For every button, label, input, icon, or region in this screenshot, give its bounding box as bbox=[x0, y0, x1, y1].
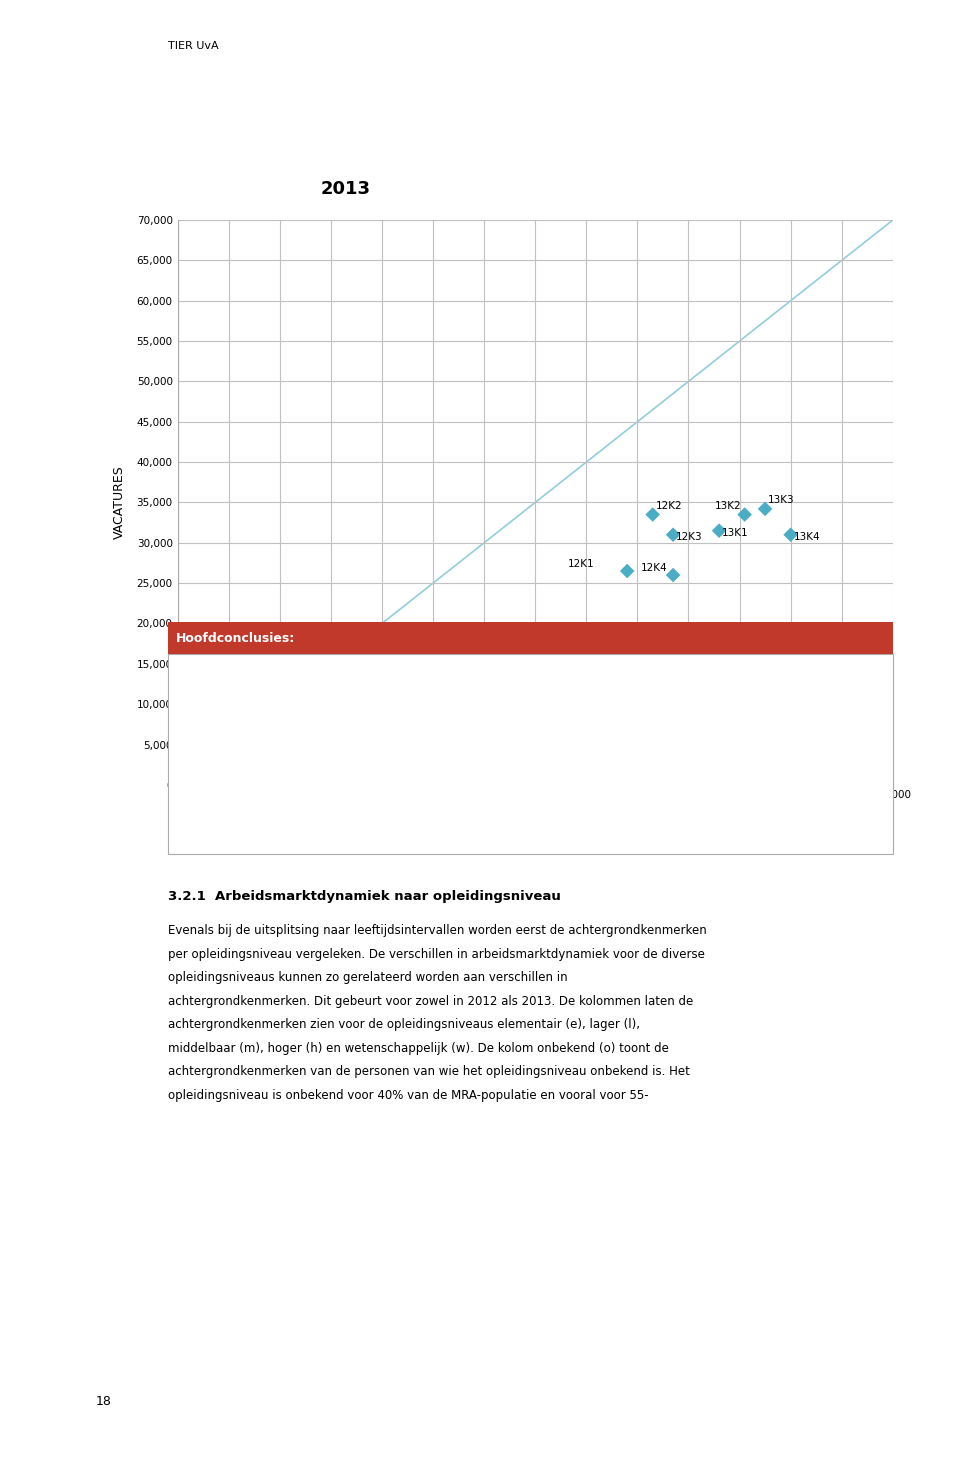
Text: opleidingsniveau is onbekend voor 40% van de MRA-populatie en vooral voor 55-: opleidingsniveau is onbekend voor 40% va… bbox=[168, 1089, 649, 1102]
Text: 3.2.1  Arbeidsmarktdynamiek naar opleidingsniveau: 3.2.1 Arbeidsmarktdynamiek naar opleidin… bbox=[168, 890, 561, 904]
Point bbox=[757, 497, 773, 521]
Text: 4.: 4. bbox=[180, 817, 191, 830]
Text: 18: 18 bbox=[96, 1395, 112, 1408]
Text: Het aantal WW-uitkeringen stijgt fors gedurende 2012 en 2013.: Het aantal WW-uitkeringen stijgt fors ge… bbox=[204, 720, 582, 734]
Text: 12K1: 12K1 bbox=[568, 559, 594, 569]
Text: 1.: 1. bbox=[180, 672, 191, 685]
Text: opleidingsniveaus kunnen zo gerelateerd worden aan verschillen in: opleidingsniveaus kunnen zo gerelateerd … bbox=[168, 971, 567, 984]
Text: 12K3: 12K3 bbox=[676, 533, 703, 541]
Text: 2.: 2. bbox=[180, 720, 191, 734]
Text: achtergrondkenmerken van de personen van wie het opleidingsniveau onbekend is. H: achtergrondkenmerken van de personen van… bbox=[168, 1065, 690, 1078]
Text: 13K4: 13K4 bbox=[794, 533, 820, 541]
Text: Hoofdconclusies:: Hoofdconclusies: bbox=[176, 632, 295, 644]
Text: Evenals bij de uitsplitsing naar leeftijdsintervallen worden eerst de achtergron: Evenals bij de uitsplitsing naar leeftij… bbox=[168, 924, 707, 937]
Text: achtergrondkenmerken. Dit gebeurt voor zowel in 2012 als 2013. De kolommen laten: achtergrondkenmerken. Dit gebeurt voor z… bbox=[168, 995, 693, 1008]
Text: 2013: 2013 bbox=[321, 180, 371, 198]
Text: achtergrondkenmerken zien voor de opleidingsniveaus elementair (e), lager (l),: achtergrondkenmerken zien voor de opleid… bbox=[168, 1018, 640, 1031]
Point bbox=[737, 503, 753, 527]
Point bbox=[665, 522, 681, 546]
Point bbox=[711, 519, 727, 543]
Text: per opleidingsniveau vergeleken. De verschillen in arbeidsmarktdynamiek voor de : per opleidingsniveau vergeleken. De vers… bbox=[168, 948, 705, 961]
X-axis label: WW: WW bbox=[523, 807, 547, 820]
Text: TIER UvA: TIER UvA bbox=[168, 41, 219, 51]
Text: 13K1: 13K1 bbox=[722, 528, 749, 538]
Text: 13K2: 13K2 bbox=[715, 500, 741, 511]
Point bbox=[645, 503, 660, 527]
Point bbox=[665, 563, 681, 587]
Point bbox=[783, 522, 799, 546]
Text: 12K2: 12K2 bbox=[656, 500, 683, 511]
Text: middelbaar (m), hoger (h) en wetenschappelijk (w). De kolom onbekend (o) toont d: middelbaar (m), hoger (h) en wetenschapp… bbox=[168, 1042, 669, 1055]
Text: De verhouding tussen ontstane vacatures en aantal WW-uitkeringen per kwartaal
ve: De verhouding tussen ontstane vacatures … bbox=[204, 769, 689, 797]
Text: 3.: 3. bbox=[180, 769, 191, 782]
Text: De arbeidsmarkt is verruimd gedurende 2012 en 2013 (relatief meer personen
met W: De arbeidsmarkt is verruimd gedurende 20… bbox=[204, 817, 672, 845]
Y-axis label: VACATURES: VACATURES bbox=[112, 465, 126, 540]
Point bbox=[619, 559, 635, 582]
Text: 13K3: 13K3 bbox=[768, 494, 795, 505]
Text: 12K4: 12K4 bbox=[640, 563, 667, 574]
Text: Het aantal onstane vacatures beweegt zich cyclisch maar verslechtert niet over
t: Het aantal onstane vacatures beweegt zic… bbox=[204, 672, 679, 700]
